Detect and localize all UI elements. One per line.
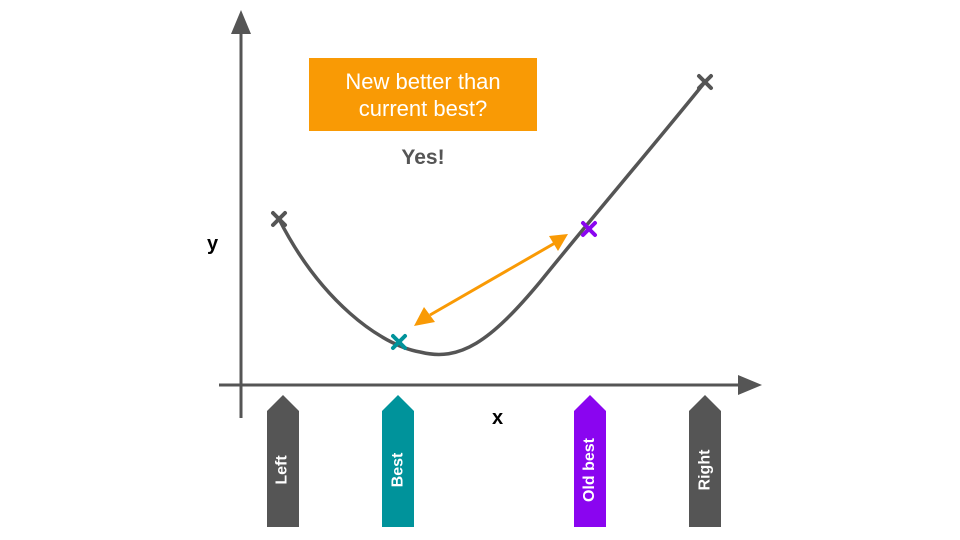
left-point bbox=[271, 211, 287, 227]
left-marker-label: Left bbox=[273, 455, 291, 485]
y-axis-arrowhead bbox=[231, 10, 251, 34]
right-marker-label: Right bbox=[696, 449, 713, 491]
x-axis-arrowhead bbox=[738, 375, 762, 395]
comparison-arrowhead-right bbox=[549, 234, 568, 251]
x-axis bbox=[219, 375, 762, 395]
old-best-point bbox=[581, 221, 597, 237]
question-callout: New better than current best? bbox=[309, 58, 537, 131]
callout-line-2: current best? bbox=[358, 95, 488, 121]
best-point bbox=[391, 334, 407, 350]
answer-text: Yes! bbox=[401, 146, 445, 169]
callout-line-1: New better than bbox=[345, 68, 501, 94]
best-marker: Best bbox=[382, 395, 414, 527]
y-axis bbox=[231, 10, 251, 418]
old-best-marker-label: Old best bbox=[581, 437, 599, 503]
comparison-arrow bbox=[414, 234, 568, 326]
comparison-arrowhead-left bbox=[414, 307, 435, 326]
x-axis-label: x bbox=[492, 407, 504, 429]
old-best-marker: Old best bbox=[574, 395, 606, 527]
right-point bbox=[697, 74, 713, 90]
best-marker-label: Best bbox=[389, 452, 406, 488]
left-marker: Left bbox=[267, 395, 299, 527]
function-curve bbox=[277, 80, 707, 357]
y-axis-label: y bbox=[207, 233, 219, 255]
right-marker: Right bbox=[689, 395, 721, 527]
